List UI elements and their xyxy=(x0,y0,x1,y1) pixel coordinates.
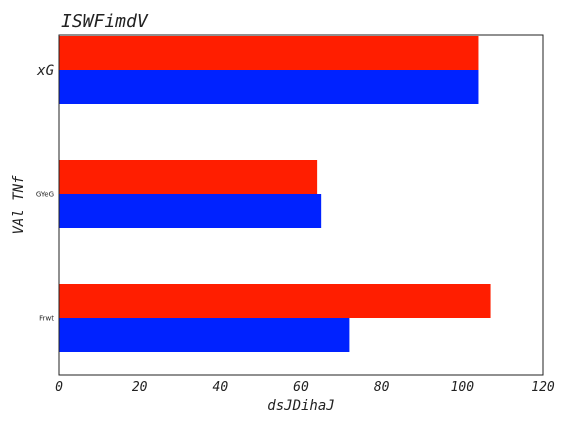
bar-Frwt-series-0 xyxy=(59,318,350,352)
bar-GYeG-series-1 xyxy=(59,160,318,194)
x-axis-label: dsJDihaJ xyxy=(267,398,334,414)
plot-frame xyxy=(58,34,544,376)
y-axis-label: VAl TNf xyxy=(11,175,27,235)
x-tick-label: 60 xyxy=(293,380,309,395)
chart-title: ISWFimdV xyxy=(61,11,149,32)
x-tick-label: 100 xyxy=(451,380,475,395)
bar-xG-series-0 xyxy=(59,70,479,104)
y-tick-label-xG: xG xyxy=(36,63,54,79)
y-tick-label-GYeG: GYeG xyxy=(36,190,54,198)
x-tick-label: 80 xyxy=(374,380,390,395)
y-tick-label-Frwt: Frwt xyxy=(39,314,54,322)
x-tick-label: 40 xyxy=(213,380,229,395)
bar-GYeG-series-0 xyxy=(59,194,322,228)
bars-layer xyxy=(59,36,491,352)
bar-xG-series-1 xyxy=(59,36,479,70)
x-ticks: 0 20 40 60 80 100 120 xyxy=(55,380,555,395)
y-ticks: Frwt GYeG xG xyxy=(36,63,55,323)
x-tick-label: 20 xyxy=(132,380,148,395)
bar-Frwt-series-1 xyxy=(59,284,491,318)
x-tick-label: 0 xyxy=(55,380,63,395)
x-tick-label: 120 xyxy=(531,380,555,395)
